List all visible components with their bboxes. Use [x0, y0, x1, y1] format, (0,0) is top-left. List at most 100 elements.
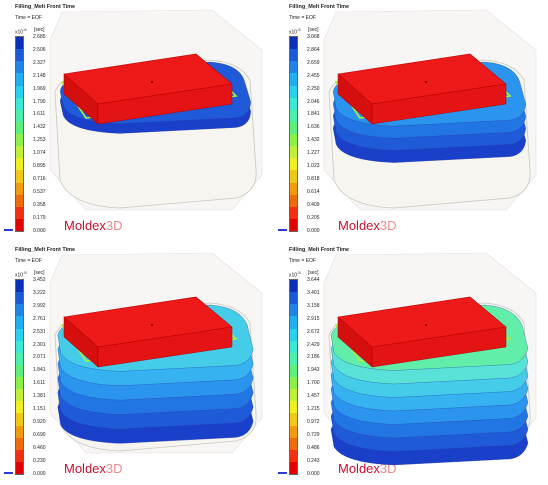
legend-tick-label: 0.920 [33, 418, 46, 425]
legend-tick-label: 0.895 [33, 163, 46, 169]
legend-tick-label: 1.253 [33, 137, 46, 144]
red-block-side-front [97, 83, 233, 125]
axis-triad-marker [4, 229, 13, 231]
legend-tick-label: 3.452 [33, 277, 46, 283]
legend-tick-label: 2.659 [307, 59, 320, 66]
legend-swatch [290, 121, 297, 134]
legend-swatch [290, 49, 297, 62]
legend-swatch [16, 352, 23, 365]
moldex3d-logo: Moldex3D [64, 218, 123, 233]
legend-swatch [16, 304, 23, 317]
legend-tick-label: 2.915 [307, 315, 320, 322]
legend-tick-label: 0.690 [33, 431, 46, 438]
legend-tick-label: 0.205 [307, 214, 320, 221]
legend-tick-label: 3.068 [307, 34, 320, 40]
legend-tick-label: 2.148 [33, 72, 46, 79]
legend-swatch [290, 280, 297, 293]
legend-swatch [290, 194, 297, 207]
legend-swatch [16, 109, 23, 122]
legend-tick-label: 2.186 [307, 354, 320, 361]
logo-text-secondary: 3D [105, 461, 123, 476]
result-title: Filling_Melt Front Time [289, 4, 350, 10]
scale-exponent: x10-5 [289, 270, 301, 279]
legend-tick-label: 1.227 [307, 150, 320, 157]
time-label: Time = EOF [289, 15, 316, 21]
legend-swatch [16, 401, 23, 414]
legend-tick-label: 0.000 [307, 227, 320, 234]
result-panel-3: Filling_Melt Front Time Time = EOF x10-5 [s… [0, 243, 274, 485]
result-title: Filling_Melt Front Time [15, 247, 76, 253]
result-panel-4: Filling_Melt Front Time Time = EOF x10-5 [s… [274, 243, 548, 485]
legend-tick-label: 1.151 [33, 406, 46, 412]
legend-swatch [290, 437, 297, 450]
legend-swatch [16, 49, 23, 62]
moldex3d-logo: Moldex3D [64, 461, 123, 476]
scale-exponent-power: -5 [297, 270, 301, 275]
legend-tick-label: 0.818 [307, 175, 320, 182]
legend-tick-label: 1.381 [33, 393, 46, 400]
color-legend-bar [289, 36, 298, 232]
legend-tick-label: 3.644 [307, 277, 320, 283]
logo-text-secondary: 3D [379, 218, 397, 233]
logo-text-primary: Moldex [338, 461, 380, 476]
legend-tick-label: 0.358 [33, 201, 46, 208]
legend-swatch [290, 316, 297, 329]
legend-tick-label: 1.432 [307, 137, 320, 144]
time-label: Time = EOF [289, 258, 316, 264]
legend-swatch [290, 352, 297, 365]
time-label: Time = EOF [15, 258, 42, 264]
legend-tick-label: 2.455 [307, 72, 320, 79]
legend-swatch [290, 134, 297, 147]
legend-tick-label: 1.943 [307, 367, 320, 374]
scale-exponent-power: -5 [23, 270, 27, 275]
legend-swatch [290, 170, 297, 183]
legend-swatch [16, 170, 23, 183]
unit-label: [sec] [34, 27, 45, 33]
result-panel-2: Filling_Melt Front Time Time = EOF x10-5 [s… [274, 0, 548, 242]
gate-point [150, 323, 154, 327]
scale-exponent-base: x10 [289, 272, 298, 279]
legend-swatch [16, 37, 23, 50]
legend-tick-label: 1.074 [33, 150, 46, 157]
legend-tick-label: 2.531 [33, 328, 46, 335]
scale-exponent: x10-5 [15, 27, 27, 36]
color-legend-bar [15, 36, 24, 232]
legend-swatch [16, 316, 23, 329]
legend-tick-label: 1.841 [307, 111, 320, 118]
legend-tick-label: 0.000 [307, 470, 320, 477]
legend-swatch [16, 97, 23, 110]
legend-swatch [16, 85, 23, 98]
legend-tick-label: 0.179 [33, 214, 46, 221]
legend-tick-label: 0.729 [307, 431, 320, 438]
legend-swatch [290, 401, 297, 414]
legend-tick-label: 0.409 [307, 201, 320, 208]
legend-swatch [16, 146, 23, 159]
logo-text-secondary: 3D [105, 218, 123, 233]
legend-tick-label: 2.429 [307, 341, 320, 348]
legend-swatch [290, 292, 297, 305]
gate-point [424, 80, 428, 84]
legend-swatch [290, 304, 297, 317]
legend-swatch [16, 218, 23, 231]
mold-part-model [49, 9, 263, 211]
scale-exponent-base: x10 [289, 29, 298, 36]
legend-swatch [290, 413, 297, 426]
legend-tick-label: 0.243 [307, 457, 320, 464]
legend-swatch [16, 206, 23, 219]
scale-exponent-base: x10 [15, 29, 24, 36]
legend-tick-label: 2.250 [307, 85, 320, 92]
legend-tick-label: 2.864 [307, 46, 320, 53]
legend-tick-label: 2.506 [33, 46, 46, 53]
legend-swatch [290, 425, 297, 438]
legend-tick-label: 2.992 [33, 302, 46, 309]
legend-swatch [290, 109, 297, 122]
legend-swatch [16, 328, 23, 341]
unit-label: [sec] [308, 27, 319, 33]
legend-tick-label: 1.700 [307, 380, 320, 387]
gate-point [424, 323, 428, 327]
legend-tick-label: 1.457 [307, 393, 320, 400]
red-block-side-front [97, 326, 233, 368]
legend-tick-label: 2.685 [33, 34, 46, 40]
legend-swatch [290, 461, 297, 474]
legend-swatch [290, 85, 297, 98]
